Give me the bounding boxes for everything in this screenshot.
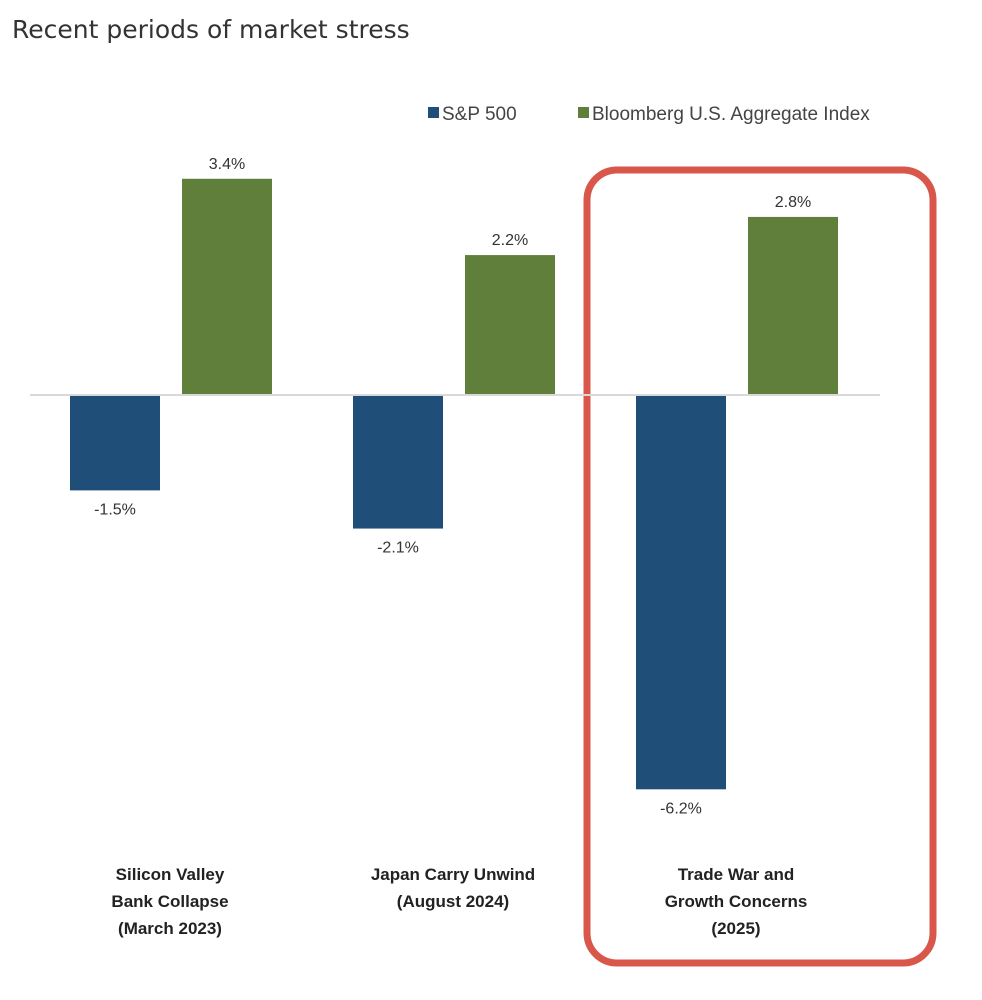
category-label-line: Japan Carry Unwind [371,865,535,884]
legend-swatch-0 [428,107,439,118]
category-label-0: Silicon Valley Bank Collapse (March 2023) [111,865,228,938]
bar-sp500-1 [353,395,443,529]
category-label-line: Silicon Valley [116,865,225,884]
legend-label-1: Bloomberg U.S. Aggregate Index [592,104,870,125]
data-label: 2.8% [775,194,811,211]
data-label: -2.1% [377,540,419,557]
category-label-1: Japan Carry Unwind (August 2024) [371,865,535,911]
category-label-2: Trade War and Growth Concerns (2025) [665,865,808,938]
category-label-line: (August 2024) [397,892,509,911]
highlight-box [583,166,937,967]
legend-swatch-1 [578,107,589,118]
category-label-line: Trade War and [678,865,795,884]
category-label-line: Growth Concerns [665,892,808,911]
data-label: -6.2% [660,800,702,817]
chart-title: Recent periods of market stress [12,15,410,44]
legend: S&P 500 Bloomberg U.S. Aggregate Index [428,104,870,125]
bar-bloomberg-agg-1 [465,255,555,395]
legend-label-0: S&P 500 [442,104,517,125]
bar-sp500-2 [636,395,726,790]
data-label: 3.4% [209,156,245,173]
bar-bloomberg-agg-2 [748,216,838,395]
bar-bloomberg-agg-0 [182,178,272,395]
data-label: 2.2% [492,232,528,249]
data-label: -1.5% [94,501,136,518]
category-label-line: (March 2023) [118,919,222,938]
bar-sp500-0 [70,395,160,491]
category-label-line: Bank Collapse [111,892,228,911]
category-label-line: (2025) [711,919,760,938]
plot-area: -1.5% -2.1% -6.2% 3.4% 2.2% 2.8% Silicon Valle… [30,156,937,967]
